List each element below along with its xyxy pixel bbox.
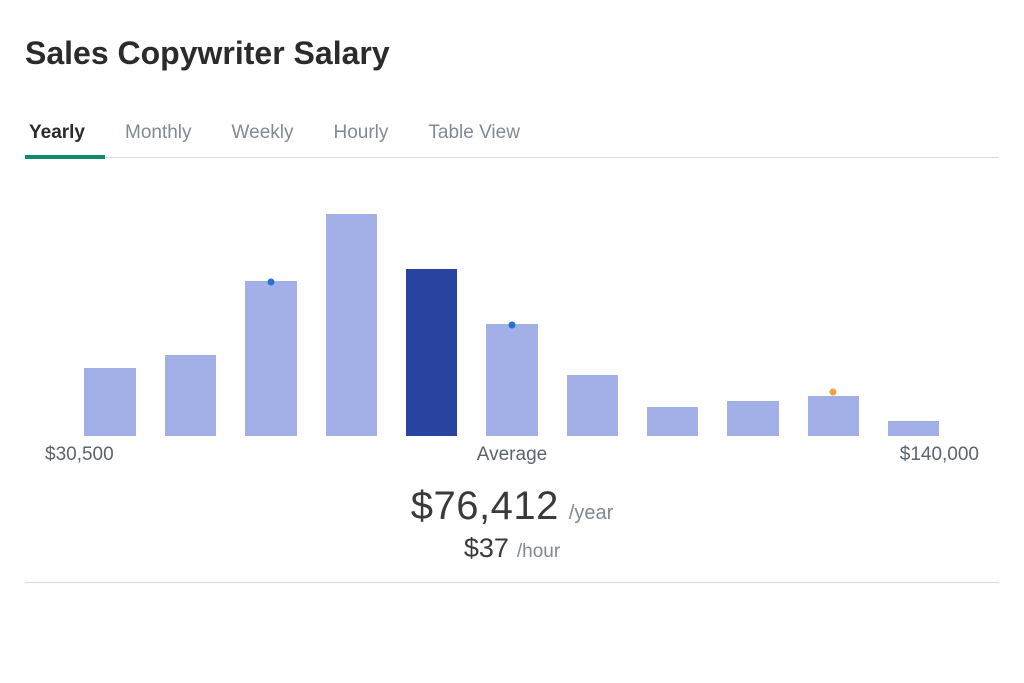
bar-2[interactable]: [245, 281, 296, 436]
bar-5[interactable]: [486, 324, 537, 436]
bar-9[interactable]: [808, 396, 859, 436]
bar-cell-0: [70, 206, 150, 436]
x-axis-center-label: Average: [477, 444, 547, 466]
summary-primary-value: $76,412: [411, 484, 559, 529]
page-title: Sales Copywriter Salary: [25, 35, 999, 72]
summary-secondary-value: $37: [464, 533, 509, 564]
tab-yearly[interactable]: Yearly: [25, 112, 105, 158]
bar-cell-10: [874, 206, 954, 436]
tab-monthly[interactable]: Monthly: [105, 112, 212, 158]
bar-3[interactable]: [326, 214, 377, 436]
bar-0[interactable]: [84, 368, 135, 436]
bar-cell-9: [793, 206, 873, 436]
bar-cell-1: [150, 206, 230, 436]
summary-secondary: $37 /hour: [464, 533, 560, 564]
marker-9: [830, 389, 837, 396]
tab-hourly[interactable]: Hourly: [313, 112, 408, 158]
time-period-tabs: YearlyMonthlyWeeklyHourlyTable View: [25, 112, 999, 158]
bar-cell-3: [311, 206, 391, 436]
bar-average[interactable]: [406, 269, 457, 436]
summary-secondary-unit: /hour: [517, 541, 560, 563]
marker-5: [508, 322, 515, 329]
bar-cell-5: [472, 206, 552, 436]
x-axis-min-label: $30,500: [45, 444, 114, 466]
bar-6[interactable]: [567, 375, 618, 436]
bar-cell-7: [633, 206, 713, 436]
bar-8[interactable]: [727, 401, 778, 436]
bar-cell-6: [552, 206, 632, 436]
summary: $76,412 /year $37 /hour: [25, 484, 999, 564]
bar-cell-4: [391, 206, 471, 436]
summary-primary: $76,412 /year: [411, 484, 614, 529]
bar-cell-8: [713, 206, 793, 436]
x-axis-labels: $30,500 Average $140,000: [45, 444, 979, 472]
footer-divider: [25, 582, 999, 583]
bar-cell-2: [231, 206, 311, 436]
bar-10[interactable]: [888, 421, 939, 436]
chart-bars: [70, 206, 954, 436]
tab-weekly[interactable]: Weekly: [212, 112, 314, 158]
x-axis-max-label: $140,000: [900, 444, 979, 466]
salary-histogram: $30,500 Average $140,000: [25, 188, 999, 478]
summary-primary-unit: /year: [569, 502, 613, 525]
tab-table-view[interactable]: Table View: [408, 112, 540, 158]
salary-widget: Sales Copywriter Salary YearlyMonthlyWee…: [0, 0, 1024, 583]
marker-2: [267, 279, 274, 286]
bar-1[interactable]: [165, 355, 216, 436]
bar-7[interactable]: [647, 407, 698, 436]
